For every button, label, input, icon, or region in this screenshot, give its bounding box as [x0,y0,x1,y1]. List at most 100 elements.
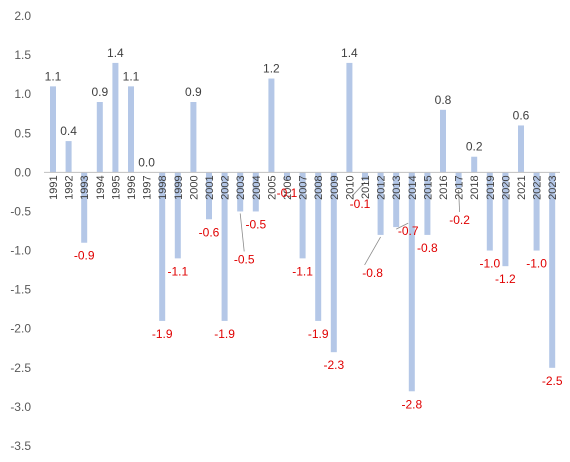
leader-line-2003 [239,213,245,252]
x-tick-label-1999: 1999 [173,175,185,199]
data-labels: 1.1 0.4 -0.9 0.9 1.4 1.1 0.0 -1.9 -1.1 0.9 -0.6 -1.… [45,46,563,411]
y-tick-label: 0.0 [14,165,31,179]
x-tick-label-2016: 2016 [438,175,450,199]
x-tick-label-1991: 1991 [48,175,60,199]
data-label-1993: -0.9 [74,249,95,263]
data-label-1996: 1.1 [123,69,140,83]
x-tick-label-2008: 2008 [313,175,325,199]
y-tick-label: 1.5 [14,48,31,62]
x-tick-label-2011: 2011 [360,175,372,199]
x-tick-label-2003: 2003 [235,175,247,199]
data-label-1991: 1.1 [45,69,62,83]
bar-2014 [408,172,415,392]
leader-line-2012 [364,236,381,266]
data-label-2005: 1.2 [263,62,280,76]
bar-2006 [284,172,290,181]
bar-2011 [362,172,368,181]
bar-1999 [174,172,181,259]
bar-1994 [96,102,103,173]
x-tick-label-2022: 2022 [532,175,544,199]
y-tick-label: -2.5 [10,361,31,375]
x-tick-label-2004: 2004 [251,175,263,199]
x-tick-label-1994: 1994 [95,175,107,199]
x-tick-label-2015: 2015 [422,175,434,199]
x-tick-label-2010: 2010 [344,175,356,199]
bar-2003 [237,172,244,212]
data-label-1998: -1.9 [152,327,173,341]
y-tick-label: 0.5 [14,126,31,140]
bar-2005 [268,78,275,173]
data-label-2017: -0.2 [449,213,470,227]
leader-line-2011 [351,181,366,197]
y-tick-label: 1.0 [14,87,31,101]
x-tick-label-1998: 1998 [157,175,169,199]
x-tick-label-2014: 2014 [407,175,419,199]
bar-2013 [393,172,400,228]
bar-2008 [315,172,322,321]
x-tick-label-2020: 2020 [500,175,512,199]
data-label-2011: -0.1 [350,197,371,211]
x-tick-label-2019: 2019 [485,175,497,199]
bar-2022 [533,172,540,251]
x-tick-label-2018: 2018 [469,175,481,199]
x-tick-label-1993: 1993 [79,175,91,199]
x-tick-label-2002: 2002 [220,175,232,199]
bar-2023 [549,172,556,368]
bars [50,62,556,392]
data-label-2006: -0.1 [277,186,298,200]
leader-line-2013 [396,222,409,230]
y-tick-label: -3.0 [10,400,31,414]
x-tick-label-2006: 2006 [282,175,294,199]
data-label-2014: -2.8 [401,397,422,411]
bar-2000 [190,102,197,173]
data-label-1995: 1.4 [107,46,124,60]
y-tick-label: -2.0 [10,322,31,336]
data-label-1999: -1.1 [167,264,188,278]
bar-2004 [252,172,259,212]
bar-2021 [518,125,524,173]
bar-2020 [502,172,509,267]
y-tick-label: -3.5 [10,439,31,453]
x-tick-label-1995: 1995 [110,175,122,199]
data-label-2022: -1.0 [526,257,547,271]
y-tick-label: -0.5 [10,204,31,218]
bar-2002 [221,172,228,321]
data-label-1992: 0.4 [60,124,77,138]
x-tick-label-1997: 1997 [142,175,154,199]
x-axis-tick-labels: 1991 1992 1993 1994 1995 1996 1997 1998 1999 2000… [48,175,559,199]
bar-2010 [346,62,353,173]
data-label-2000: 0.9 [185,85,202,99]
bar-2017 [455,172,462,188]
data-label-2018: 0.2 [466,140,483,154]
data-label-1994: 0.9 [91,85,108,99]
data-label-2010: 1.4 [341,46,358,60]
bar-1995 [112,62,119,173]
bar-2009 [330,172,337,353]
x-tick-label-2000: 2000 [188,175,200,199]
data-label-2016: 0.8 [435,93,452,107]
leader-line-2017 [458,189,460,213]
data-label-2023: -2.5 [542,374,563,388]
data-label-2001: -0.6 [199,225,220,239]
data-label-2013: -0.7 [398,224,419,238]
x-tick-label-2017: 2017 [454,175,466,199]
x-tick-label-2005: 2005 [266,175,278,199]
y-tick-label: -1.5 [10,283,31,297]
data-label-2008: -1.9 [308,327,329,341]
data-label-2012: -0.8 [362,266,383,280]
bar-1991 [50,86,56,173]
bar-2007 [299,172,306,259]
bar-1998 [159,172,166,321]
bar-2016 [440,109,446,173]
data-label-2015: -0.8 [417,241,438,255]
data-label-2009: -2.3 [323,358,344,372]
y-tick-label: -1.0 [10,244,31,258]
bar-2015 [424,172,431,235]
x-tick-label-2001: 2001 [204,175,216,199]
x-tick-label-2007: 2007 [298,175,310,199]
x-tick-label-2009: 2009 [329,175,341,199]
x-tick-label-2012: 2012 [376,175,388,199]
data-label-2003: -0.5 [234,252,255,266]
bar-2001 [206,172,212,220]
